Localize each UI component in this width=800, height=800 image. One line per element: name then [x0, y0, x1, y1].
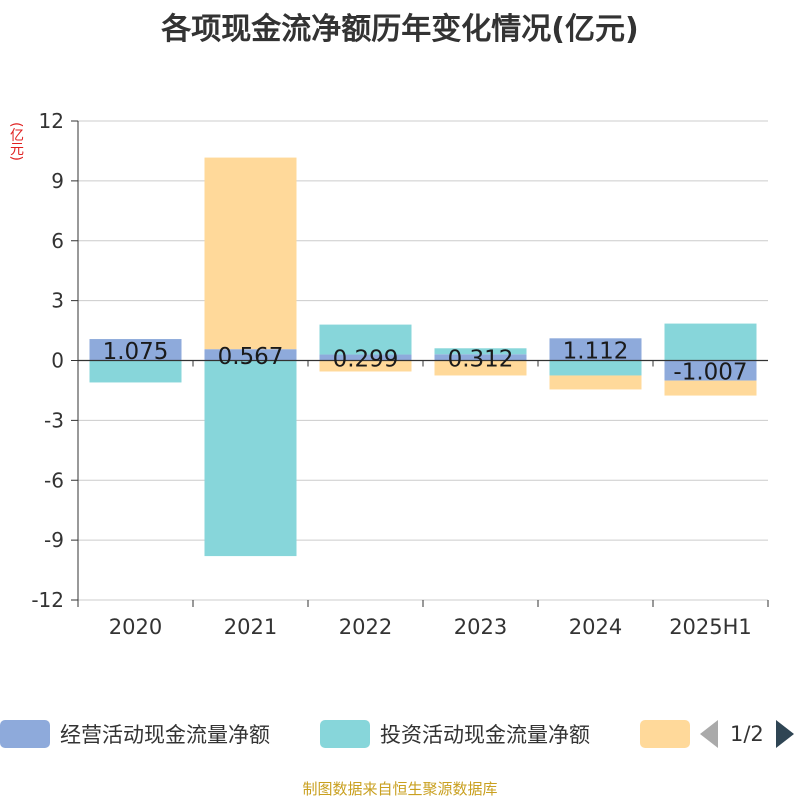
legend-label-investing: 投资活动现金流量净额 [380, 723, 590, 747]
bar-2025H1-series-1 [664, 323, 757, 361]
data-label-经营活动现金流量净额: 0.299 [333, 347, 399, 373]
legend-swatch-financing [640, 720, 690, 748]
y-tick-label: 6 [51, 229, 64, 253]
bar-2024-series-2 [549, 375, 642, 390]
bar-2025H1-series-0 [664, 360, 757, 381]
bar-2020-series-1 [89, 360, 182, 383]
y-axis-unit-label: (亿元) [8, 122, 24, 161]
y-tick-label: -3 [44, 408, 64, 432]
x-tick-label: 2020 [109, 615, 162, 639]
bar-2022-series-2 [319, 360, 412, 372]
y-tick-label: -9 [44, 528, 64, 552]
legend-item-financing[interactable] [640, 720, 690, 748]
legend-pager: 1/2 [700, 720, 794, 748]
y-tick-label: 9 [51, 169, 64, 193]
bar-2020-series-0 [89, 339, 182, 361]
bar-2023-series-0 [434, 354, 527, 361]
bar-chart: 12 9 6 3 0 -3 -6 -9 -12 2020 2021 2022 2023 2024 2025H… [31, 109, 769, 639]
legend-prev-page-icon[interactable] [700, 720, 718, 748]
y-tick-label: -12 [31, 588, 64, 612]
y-tick-label: 3 [51, 289, 64, 313]
bar-2021-series-0 [204, 349, 297, 361]
x-tick-label: 2024 [569, 615, 622, 639]
data-label-经营活动现金流量净额: -1.007 [673, 360, 747, 386]
y-tick-label: -6 [44, 468, 64, 492]
x-tick-label: 2022 [339, 615, 392, 639]
legend-next-page-icon[interactable] [775, 720, 794, 748]
bar-2021-series-1 [204, 360, 297, 557]
bars [89, 157, 757, 557]
source-footer: 制图数据来自恒生聚源数据库 [302, 780, 498, 798]
data-label-经营活动现金流量净额: 0.312 [448, 346, 514, 372]
axes: 12 9 6 3 0 -3 -6 -9 -12 2020 2021 2022 2023 2024 2025H… [31, 109, 769, 639]
data-label-经营活动现金流量净额: 1.075 [103, 339, 169, 365]
bar-2023-series-1 [434, 348, 527, 355]
bar-2022-series-0 [319, 354, 412, 361]
x-tick-label: 2021 [224, 615, 277, 639]
y-tick-label: 0 [51, 349, 64, 373]
bar-2021-series-2 [204, 157, 297, 350]
legend-swatch-investing [320, 720, 370, 748]
legend-swatch-operating [0, 720, 50, 748]
legend-page-indicator: 1/2 [730, 722, 764, 746]
y-tick-label: 12 [39, 109, 64, 133]
x-tick-label: 2023 [454, 615, 507, 639]
x-tick-label: 2025H1 [669, 615, 752, 639]
legend: 经营活动现金流量净额 投资活动现金流量净额 1/2 [0, 712, 800, 756]
legend-item-investing[interactable]: 投资活动现金流量净额 [320, 720, 590, 748]
bar-2025H1-series-2 [664, 380, 757, 396]
data-label-经营活动现金流量净额: 0.567 [218, 344, 284, 370]
bar-2022-series-1 [319, 324, 412, 355]
data-label-经营活动现金流量净额: 1.112 [563, 338, 629, 364]
bar-2024-series-1 [549, 360, 642, 376]
data-labels: 1.075 0.567 0.299 0.312 1.112 -1.007 [103, 338, 748, 385]
chart-title: 各项现金流净额历年变化情况(亿元) [161, 12, 639, 47]
legend-item-operating[interactable]: 经营活动现金流量净额 [0, 720, 270, 748]
bar-2024-series-0 [549, 338, 642, 361]
legend-label-operating: 经营活动现金流量净额 [60, 723, 270, 747]
bar-2023-series-2 [434, 360, 527, 376]
